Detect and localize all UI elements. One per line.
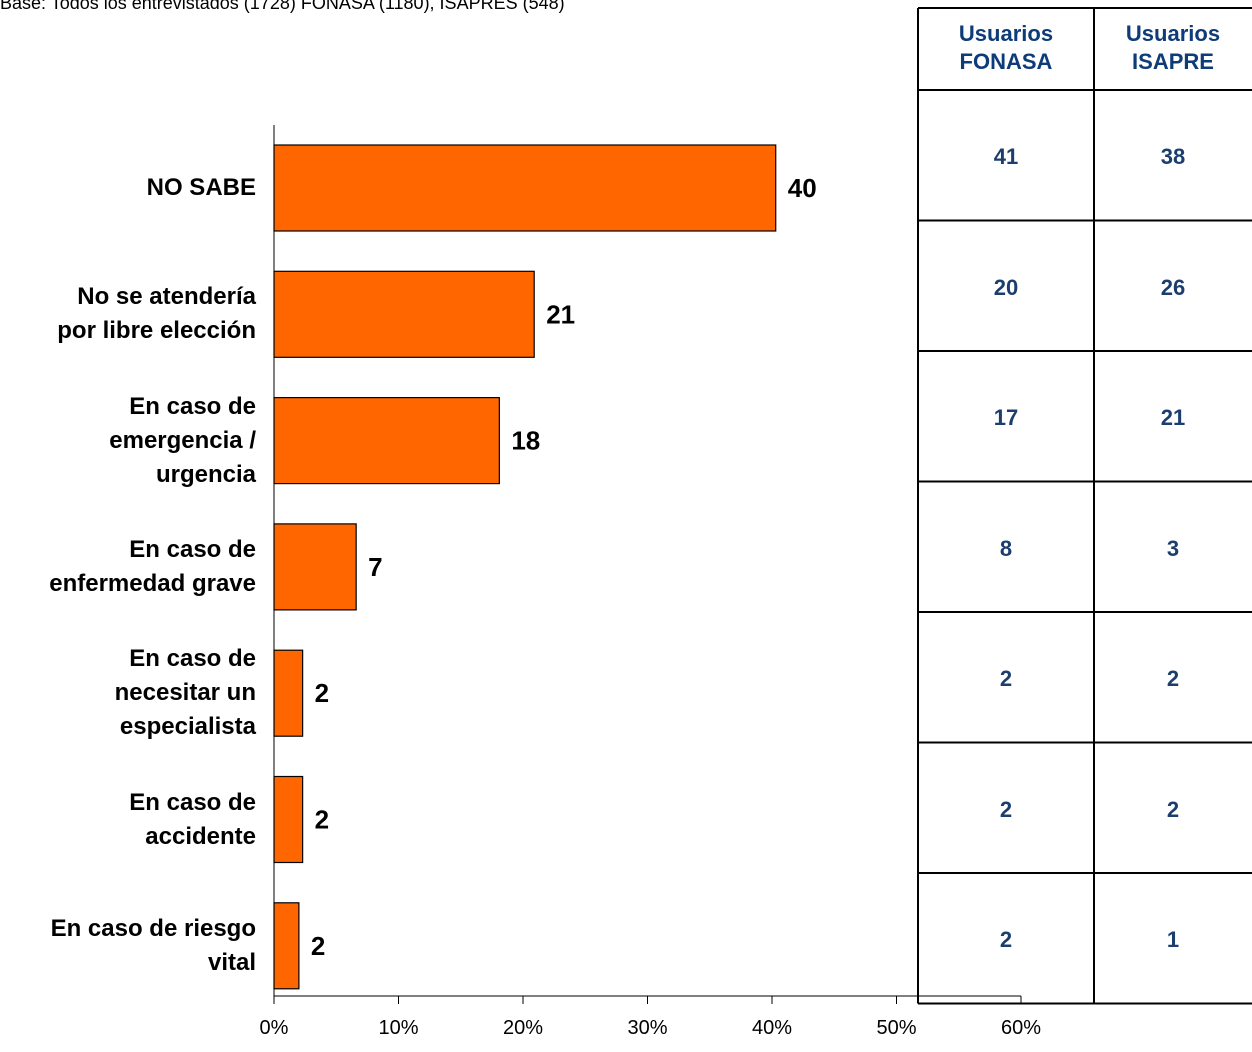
bar <box>273 144 777 232</box>
table-cell: 41 <box>993 144 1019 169</box>
bar-data-label: 40 <box>788 173 817 203</box>
table-cell: 26 <box>1160 274 1186 300</box>
table-cell: 3 <box>1166 535 1180 561</box>
table-cell: 1 <box>1166 927 1180 952</box>
table-cell: 8 <box>999 535 1013 561</box>
table-header: Usuarios FONASA <box>918 20 1094 76</box>
table-cell: 20 <box>993 274 1019 300</box>
table-cell: 2 <box>1166 666 1180 691</box>
category-label: En caso de enfermedad grave <box>0 533 256 601</box>
category-label-line: En caso de <box>129 788 256 816</box>
category-label-line: especialista <box>119 713 256 741</box>
x-tick-label: 10% <box>378 1017 418 1039</box>
bar-data-label: 2 <box>315 805 329 835</box>
bar <box>273 649 304 737</box>
table-cell: 17 <box>993 405 1019 430</box>
category-label: En caso de emergencia / urgencia <box>0 390 256 492</box>
x-tick-label: 20% <box>503 1017 543 1039</box>
category-label-line: En caso de <box>129 392 256 420</box>
bar-data-label: 21 <box>546 299 575 329</box>
category-label-line: En caso de <box>129 645 256 673</box>
bar <box>273 523 357 611</box>
table-cell: 2 <box>999 796 1013 822</box>
table-cell: 2 <box>999 927 1013 952</box>
bar-data-label: 18 <box>511 426 540 456</box>
category-label-line: NO SABE <box>146 174 256 201</box>
category-label: En caso de riesgo vital <box>0 912 256 980</box>
bar-data-label: 2 <box>311 931 325 961</box>
category-label-line: En caso de riesgo <box>50 914 256 942</box>
x-tick-label: 0% <box>260 1017 289 1039</box>
category-label: NO SABE <box>0 171 256 205</box>
table-header-line: ISAPRE <box>1132 49 1214 74</box>
table-cell: 21 <box>1160 405 1186 430</box>
x-tick-label: 30% <box>627 1017 667 1039</box>
bar <box>273 270 535 358</box>
category-label: No se atendería por libre elección <box>0 280 256 348</box>
category-label-line: urgencia <box>155 460 256 488</box>
category-label-line: En caso de <box>129 535 256 563</box>
category-label-line: necesitar un <box>114 679 256 707</box>
bar-data-label: 2 <box>315 678 329 708</box>
table-header-line: Usuarios <box>958 21 1054 46</box>
x-tick-label: 50% <box>876 1017 916 1039</box>
category-label-line: enfermedad grave <box>49 569 256 597</box>
bar <box>273 775 304 864</box>
table-header-line: Usuarios <box>1125 21 1221 46</box>
bar-data-label: 7 <box>368 552 382 582</box>
table-header: Usuarios ISAPRE <box>1094 20 1252 76</box>
category-label: En caso de necesitar un especialista <box>0 642 256 744</box>
category-label-line: emergencia / <box>109 426 256 454</box>
category-label: En caso de accidente <box>0 786 256 854</box>
category-label-line: No se atendería <box>77 283 256 311</box>
table-cell: 2 <box>999 666 1013 691</box>
x-tick-label: 40% <box>752 1017 792 1039</box>
table-cell: 38 <box>1160 144 1186 169</box>
category-label-line: accidente <box>145 822 256 850</box>
bar <box>273 902 300 990</box>
category-label-line: por libre elección <box>57 317 256 345</box>
x-tick-label: 60% <box>1001 1017 1041 1039</box>
table-header-line: FONASA <box>959 49 1053 74</box>
table-cell: 2 <box>1166 796 1180 822</box>
base-note: Base: Todos los entrevistados (1728) FON… <box>0 0 565 13</box>
bar <box>273 397 500 485</box>
category-label-line: vital <box>207 948 256 976</box>
